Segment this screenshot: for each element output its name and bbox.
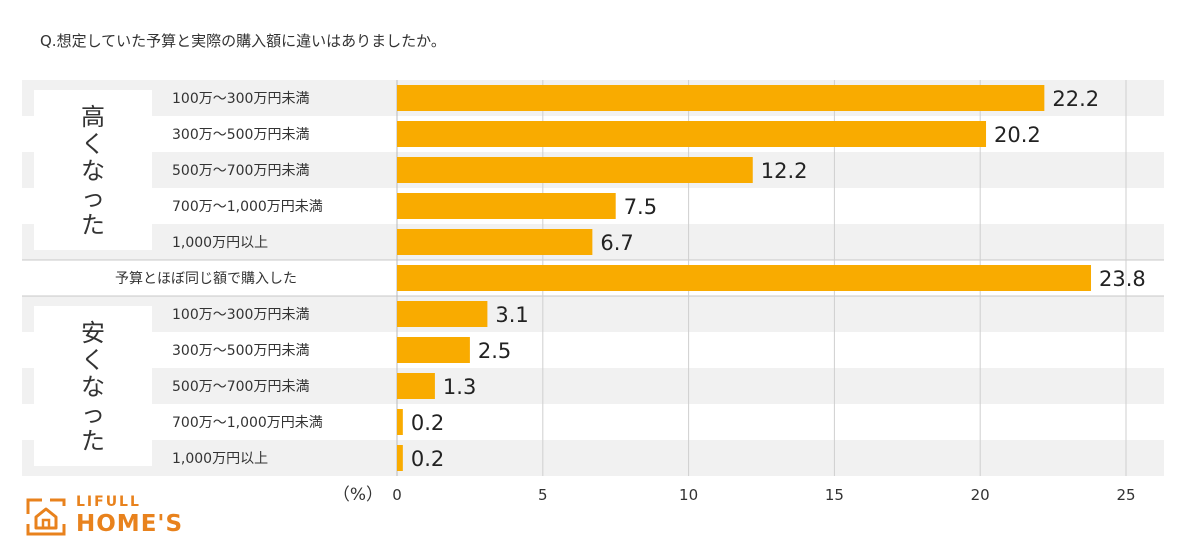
value-label: 7.5 [624, 195, 657, 219]
house-icon [26, 498, 66, 536]
value-label: 22.2 [1052, 87, 1099, 111]
category-label: 100万〜300万円未満 [172, 307, 309, 323]
x-axis: 0 5 10 15 20 25 （%） [333, 485, 1136, 505]
value-label: 0.2 [411, 447, 444, 471]
category-label: 300万〜500万円未満 [172, 343, 309, 359]
bar [397, 337, 470, 363]
bar [397, 445, 403, 471]
value-label: 12.2 [761, 159, 808, 183]
bar [397, 409, 403, 435]
category-label: 700万〜1,000万円未満 [172, 415, 323, 431]
category-label: 500万〜700万円未満 [172, 379, 309, 395]
value-label: 2.5 [478, 339, 511, 363]
bar [397, 85, 1045, 111]
category-label: 100万〜300万円未満 [172, 91, 309, 107]
bar [397, 121, 987, 147]
category-label: 1,000万円以上 [172, 235, 268, 251]
group-label-box [34, 90, 152, 250]
group-label-box [34, 306, 152, 466]
group-label: 高くなった [81, 103, 105, 239]
x-tick-label: 10 [679, 486, 698, 504]
bar [397, 193, 616, 219]
x-tick-label: 0 [392, 486, 402, 504]
unit-label: （%） [333, 485, 383, 505]
group-label: 安くなった [81, 319, 105, 455]
bar [397, 265, 1092, 291]
row-band [22, 440, 1164, 476]
value-label: 20.2 [994, 123, 1041, 147]
category-label: 700万〜1,000万円未満 [172, 199, 323, 215]
x-tick-label: 15 [825, 486, 844, 504]
row-band [22, 224, 1164, 260]
bar [397, 301, 488, 327]
x-tick-label: 20 [971, 486, 990, 504]
row-band [22, 296, 1164, 332]
category-labels: 100万〜300万円未満 300万〜500万円未満 500万〜700万円未満 700万… [115, 91, 323, 467]
x-tick-label: 25 [1116, 486, 1135, 504]
row-bands [22, 80, 1164, 476]
category-label: 予算とほぼ同じ額で購入した [115, 271, 297, 287]
category-label: 500万〜700万円未満 [172, 163, 309, 179]
row-band [22, 368, 1164, 404]
bar [397, 157, 753, 183]
category-label: 300万〜500万円未満 [172, 127, 309, 143]
x-tick-label: 5 [538, 486, 548, 504]
value-label: 3.1 [495, 303, 528, 327]
logo-text-top: LIFULL [76, 494, 141, 510]
data-labels: 22.2 20.2 12.2 7.5 6.7 23.8 3.1 2.51.3 0.2 0.2 [411, 87, 1146, 471]
value-label: 23.8 [1099, 267, 1146, 291]
value-label: 6.7 [600, 231, 633, 255]
category-label: 1,000万円以上 [172, 451, 268, 467]
bar [397, 229, 593, 255]
value-label: 0.2 [411, 411, 444, 435]
chart-title: Q.想定していた予算と実際の購入額に違いはありましたか。 [40, 32, 446, 50]
bars [397, 85, 1092, 471]
value-label: 1.3 [443, 375, 476, 399]
bar [397, 373, 435, 399]
logo-text-main: HOME'S [76, 511, 184, 537]
